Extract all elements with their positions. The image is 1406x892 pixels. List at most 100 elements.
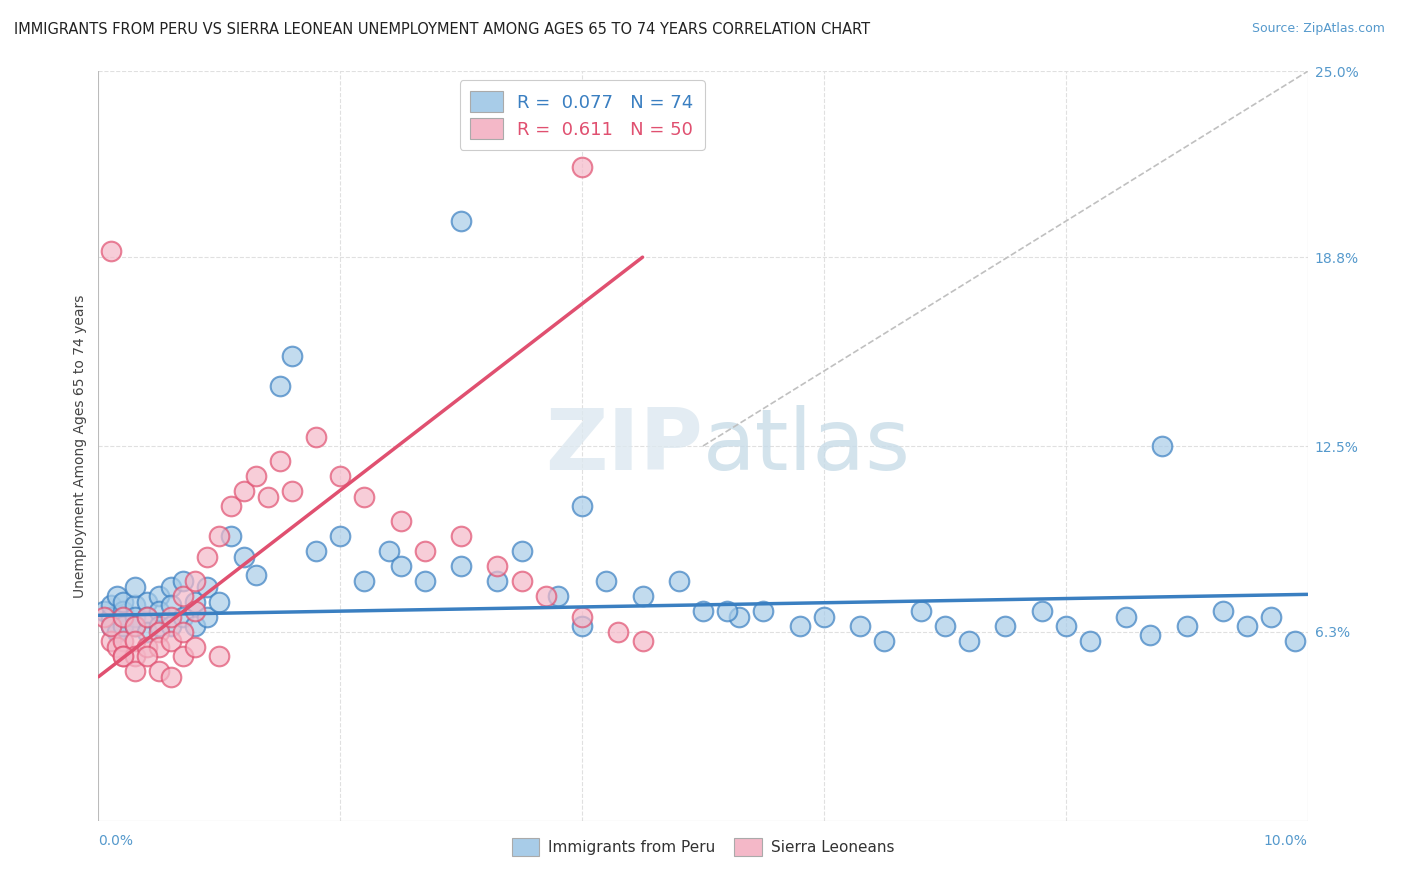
Point	[124, 619, 146, 633]
Point	[148, 589, 170, 603]
Point	[957, 633, 980, 648]
Point	[124, 580, 146, 594]
Text: Source: ZipAtlas.com: Source: ZipAtlas.com	[1251, 22, 1385, 36]
Point	[281, 349, 304, 363]
Point	[571, 619, 593, 633]
Point	[184, 604, 207, 618]
Point	[232, 483, 254, 498]
Point	[607, 624, 630, 639]
Point	[486, 574, 509, 588]
Legend: Immigrants from Peru, Sierra Leoneans: Immigrants from Peru, Sierra Leoneans	[506, 832, 900, 862]
Point	[1212, 604, 1234, 618]
Point	[111, 619, 134, 633]
Point	[595, 574, 617, 588]
Point	[256, 490, 278, 504]
Point	[413, 544, 436, 558]
Point	[1078, 633, 1101, 648]
Point	[111, 604, 134, 618]
Point	[1260, 610, 1282, 624]
Point	[377, 544, 399, 558]
Point	[789, 619, 811, 633]
Point	[221, 499, 243, 513]
Point	[389, 514, 412, 528]
Point	[208, 595, 231, 609]
Point	[269, 454, 291, 468]
Point	[184, 595, 207, 609]
Point	[148, 624, 170, 639]
Point	[305, 430, 328, 444]
Point	[413, 574, 436, 588]
Point	[184, 619, 207, 633]
Point	[510, 544, 533, 558]
Point	[135, 595, 157, 609]
Point	[135, 624, 157, 639]
Point	[148, 640, 170, 654]
Point	[160, 670, 183, 684]
Point	[105, 589, 128, 603]
Point	[1236, 619, 1258, 633]
Point	[135, 610, 157, 624]
Point	[389, 558, 412, 573]
Point	[184, 574, 207, 588]
Point	[910, 604, 932, 618]
Point	[208, 648, 231, 663]
Point	[105, 624, 128, 639]
Point	[160, 633, 183, 648]
Point	[716, 604, 738, 618]
Y-axis label: Unemployment Among Ages 65 to 74 years: Unemployment Among Ages 65 to 74 years	[73, 294, 87, 598]
Point	[100, 619, 122, 633]
Point	[184, 640, 207, 654]
Point	[160, 619, 183, 633]
Point	[93, 604, 115, 618]
Point	[124, 619, 146, 633]
Point	[148, 604, 170, 618]
Point	[692, 604, 714, 618]
Point	[124, 664, 146, 678]
Point	[111, 595, 134, 609]
Point	[100, 598, 122, 612]
Point	[728, 610, 751, 624]
Point	[111, 610, 134, 624]
Point	[172, 624, 194, 639]
Point	[486, 558, 509, 573]
Point	[172, 589, 194, 603]
Point	[172, 610, 194, 624]
Point	[208, 529, 231, 543]
Point	[631, 589, 654, 603]
Point	[160, 610, 183, 624]
Point	[873, 633, 896, 648]
Text: atlas: atlas	[703, 404, 911, 488]
Point	[124, 598, 146, 612]
Point	[1031, 604, 1053, 618]
Point	[195, 580, 218, 594]
Point	[668, 574, 690, 588]
Point	[195, 610, 218, 624]
Text: 0.0%: 0.0%	[98, 834, 134, 848]
Point	[1284, 633, 1306, 648]
Point	[329, 469, 352, 483]
Point	[571, 499, 593, 513]
Point	[450, 558, 472, 573]
Point	[1139, 628, 1161, 642]
Point	[510, 574, 533, 588]
Point	[994, 619, 1017, 633]
Point	[172, 574, 194, 588]
Point	[100, 619, 122, 633]
Point	[934, 619, 956, 633]
Point	[124, 610, 146, 624]
Point	[100, 244, 122, 259]
Point	[93, 610, 115, 624]
Text: IMMIGRANTS FROM PERU VS SIERRA LEONEAN UNEMPLOYMENT AMONG AGES 65 TO 74 YEARS CO: IMMIGRANTS FROM PERU VS SIERRA LEONEAN U…	[14, 22, 870, 37]
Point	[281, 483, 304, 498]
Point	[571, 161, 593, 175]
Point	[305, 544, 328, 558]
Point	[111, 648, 134, 663]
Point	[148, 619, 170, 633]
Point	[450, 214, 472, 228]
Point	[329, 529, 352, 543]
Point	[571, 610, 593, 624]
Point	[353, 490, 375, 504]
Point	[221, 529, 243, 543]
Point	[160, 598, 183, 612]
Point	[124, 648, 146, 663]
